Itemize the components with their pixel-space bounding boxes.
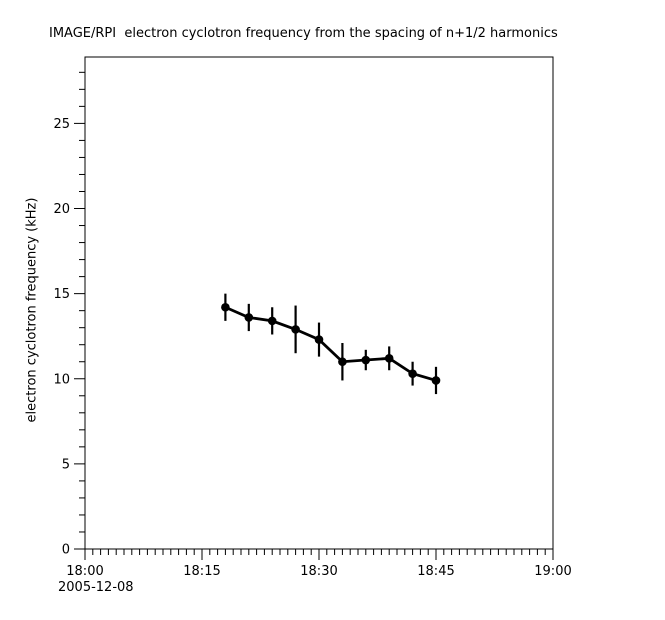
data-point-marker bbox=[291, 325, 300, 334]
y-tick-label: 20 bbox=[53, 202, 70, 217]
plot-box bbox=[84, 56, 554, 550]
y-tick-label: 10 bbox=[53, 372, 70, 387]
chart-title: IMAGE/RPI electron cyclotron frequency f… bbox=[49, 26, 558, 41]
data-point-marker bbox=[408, 369, 417, 378]
x-tick-label: 19:00 bbox=[534, 564, 571, 579]
y-tick-label: 15 bbox=[53, 287, 70, 302]
x-tick-label: 18:45 bbox=[417, 564, 454, 579]
data-point-marker bbox=[267, 316, 277, 326]
y-tick-label: 5 bbox=[62, 457, 70, 472]
x-tick-label: 18:00 bbox=[66, 564, 103, 579]
data-point-marker bbox=[244, 313, 254, 322]
x-axis-date-label: 2005-12-08 bbox=[58, 580, 134, 595]
y-tick-label: 0 bbox=[62, 543, 70, 558]
data-line bbox=[224, 305, 437, 382]
x-tick-label: 18:30 bbox=[300, 564, 337, 579]
x-tick-label: 18:15 bbox=[183, 564, 220, 579]
y-tick-label: 25 bbox=[53, 117, 70, 132]
data-point-marker bbox=[384, 354, 394, 363]
data-point-marker bbox=[361, 355, 371, 365]
data-point-marker bbox=[314, 335, 324, 344]
data-point-marker bbox=[338, 357, 347, 367]
data-point-marker bbox=[431, 376, 441, 385]
data-point-marker bbox=[221, 302, 230, 312]
